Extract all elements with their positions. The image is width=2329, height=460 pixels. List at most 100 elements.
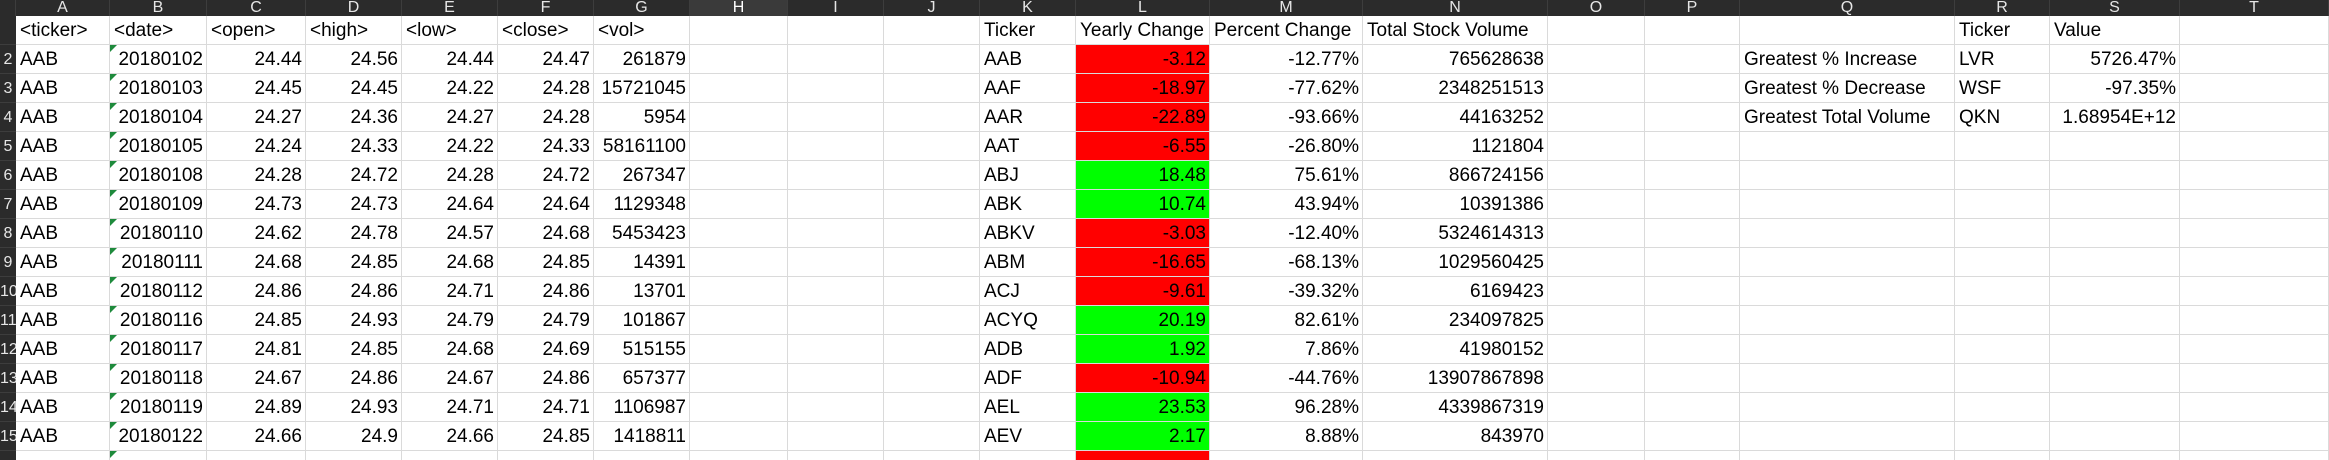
value-cell[interactable]: 24.93: [350, 397, 398, 418]
total-volume-cell[interactable]: 10391386: [1459, 194, 1544, 215]
row-header[interactable]: 7: [0, 190, 16, 219]
header-cell[interactable]: <close>: [502, 20, 569, 41]
value-cell[interactable]: 24.78: [350, 223, 398, 244]
row-header[interactable]: 10: [0, 277, 16, 306]
value-cell[interactable]: 24.85: [254, 310, 302, 331]
ticker-cell[interactable]: AAB: [20, 136, 59, 157]
summary-header-cell[interactable]: Ticker: [984, 20, 1036, 41]
percent-change-cell[interactable]: 43.94%: [1294, 194, 1359, 215]
value-cell[interactable]: 24.72: [350, 165, 398, 186]
value-cell[interactable]: 515155: [622, 339, 686, 360]
percent-change-cell[interactable]: -93.66%: [1288, 107, 1359, 128]
percent-change-cell[interactable]: -26.80%: [1288, 136, 1359, 157]
value-cell[interactable]: 1106987: [613, 397, 686, 418]
value-cell[interactable]: 24.72: [542, 165, 590, 186]
yearly-change-cell[interactable]: 20.19: [1158, 310, 1206, 331]
percent-change-cell[interactable]: -12.40%: [1288, 223, 1359, 244]
row-header[interactable]: 4: [0, 103, 16, 132]
ticker-cell[interactable]: AAB: [20, 339, 59, 360]
value-cell[interactable]: 24.45: [350, 78, 398, 99]
date-cell[interactable]: 20180102: [118, 49, 203, 70]
value-cell[interactable]: 24.64: [542, 194, 590, 215]
summary-ticker-cell[interactable]: AAF: [984, 78, 1021, 99]
summary-ticker-cell[interactable]: ADF: [984, 368, 1022, 389]
column-header-r[interactable]: R: [1955, 0, 2050, 16]
header-cell[interactable]: <ticker>: [20, 20, 88, 41]
percent-change-cell[interactable]: -12.77%: [1288, 49, 1359, 70]
ticker-cell[interactable]: AAB: [20, 78, 59, 99]
yearly-change-cell[interactable]: 1.92: [1169, 339, 1206, 360]
greatest-ticker-cell[interactable]: LVR: [1959, 49, 1995, 70]
summary-ticker-cell[interactable]: AAR: [984, 107, 1024, 128]
ticker-cell[interactable]: AAB: [20, 426, 59, 447]
column-header-b[interactable]: B: [110, 0, 207, 16]
summary-ticker-cell[interactable]: AEV: [984, 426, 1023, 447]
row-header[interactable]: 9: [0, 248, 16, 277]
yearly-change-cell[interactable]: -18.97: [1152, 78, 1206, 99]
date-cell[interactable]: 20180105: [118, 136, 203, 157]
column-header-m[interactable]: M: [1210, 0, 1363, 16]
value-cell[interactable]: 24.45: [254, 78, 302, 99]
value-cell[interactable]: 24.71: [446, 281, 494, 302]
row-header[interactable]: [0, 16, 16, 45]
value-cell[interactable]: 24.57: [446, 223, 494, 244]
value-cell[interactable]: 24.89: [254, 397, 302, 418]
greatest-ticker-header[interactable]: Ticker: [1959, 20, 2011, 41]
value-cell[interactable]: 24.27: [254, 107, 302, 128]
column-header-c[interactable]: C: [207, 0, 306, 16]
ticker-cell[interactable]: AAB: [20, 368, 59, 389]
value-cell[interactable]: 24.36: [350, 107, 398, 128]
value-cell[interactable]: 5453423: [612, 223, 686, 244]
ticker-cell[interactable]: AAB: [20, 107, 59, 128]
summary-header-cell[interactable]: Percent Change: [1214, 20, 1352, 41]
yearly-change-cell[interactable]: -10.94: [1152, 368, 1206, 389]
value-cell[interactable]: 24.86: [350, 368, 398, 389]
column-header-q[interactable]: Q: [1740, 0, 1955, 16]
value-cell[interactable]: 24.79: [446, 310, 494, 331]
summary-ticker-cell[interactable]: AEL: [984, 397, 1020, 418]
column-header-i[interactable]: I: [788, 0, 884, 16]
summary-ticker-cell[interactable]: ABKV: [984, 223, 1035, 244]
ticker-cell[interactable]: AAB: [20, 223, 59, 244]
select-all-corner[interactable]: [0, 0, 16, 16]
row-header[interactable]: 6: [0, 161, 16, 190]
yearly-change-cell[interactable]: 10.74: [1158, 194, 1206, 215]
column-header-k[interactable]: K: [980, 0, 1076, 16]
percent-change-cell[interactable]: 75.61%: [1294, 165, 1359, 186]
percent-change-cell[interactable]: 7.86%: [1305, 339, 1359, 360]
summary-ticker-cell[interactable]: AAB: [984, 49, 1023, 70]
value-cell[interactable]: 24.33: [350, 136, 398, 157]
percent-change-cell[interactable]: -39.32%: [1288, 281, 1359, 302]
date-cell[interactable]: 20180103: [118, 78, 203, 99]
value-cell[interactable]: 14391: [633, 252, 686, 273]
ticker-cell[interactable]: AAB: [20, 49, 59, 70]
value-cell[interactable]: 101867: [622, 310, 686, 331]
row-header[interactable]: 3: [0, 74, 16, 103]
value-cell[interactable]: 24.28: [254, 165, 302, 186]
total-volume-cell[interactable]: 866724156: [1448, 165, 1544, 186]
percent-change-cell[interactable]: 82.61%: [1294, 310, 1359, 331]
greatest-value-cell[interactable]: -97.35%: [2105, 78, 2176, 99]
value-cell[interactable]: 24.86: [350, 281, 398, 302]
yearly-change-cell[interactable]: -6.55: [1162, 136, 1206, 157]
row-header[interactable]: 2: [0, 45, 16, 74]
ticker-cell[interactable]: AAB: [20, 252, 59, 273]
value-cell[interactable]: 24.66: [254, 426, 302, 447]
cell-grid[interactable]: <ticker> <date> <open> <high> <low> <close> <v…: [0, 16, 2329, 460]
row-header[interactable]: 13: [0, 364, 16, 393]
total-volume-cell[interactable]: 13907867898: [1427, 368, 1544, 389]
total-volume-cell[interactable]: 1029560425: [1438, 252, 1544, 273]
summary-ticker-cell[interactable]: ABJ: [984, 165, 1019, 186]
value-cell[interactable]: 24.85: [350, 339, 398, 360]
greatest-label-cell[interactable]: Greatest % Decrease: [1744, 78, 1926, 99]
percent-change-cell[interactable]: 8.88%: [1305, 426, 1359, 447]
date-cell[interactable]: 20180116: [119, 310, 203, 331]
date-cell[interactable]: 20180118: [119, 368, 203, 389]
value-cell[interactable]: 24.44: [254, 49, 302, 70]
value-cell[interactable]: 24.73: [350, 194, 398, 215]
yearly-change-cell[interactable]: 23.53: [1158, 397, 1206, 418]
column-header-h[interactable]: H: [690, 0, 788, 16]
date-cell[interactable]: 20180108: [118, 165, 203, 186]
yearly-change-cell[interactable]: -9.61: [1162, 281, 1206, 302]
total-volume-cell[interactable]: 41980152: [1459, 339, 1544, 360]
